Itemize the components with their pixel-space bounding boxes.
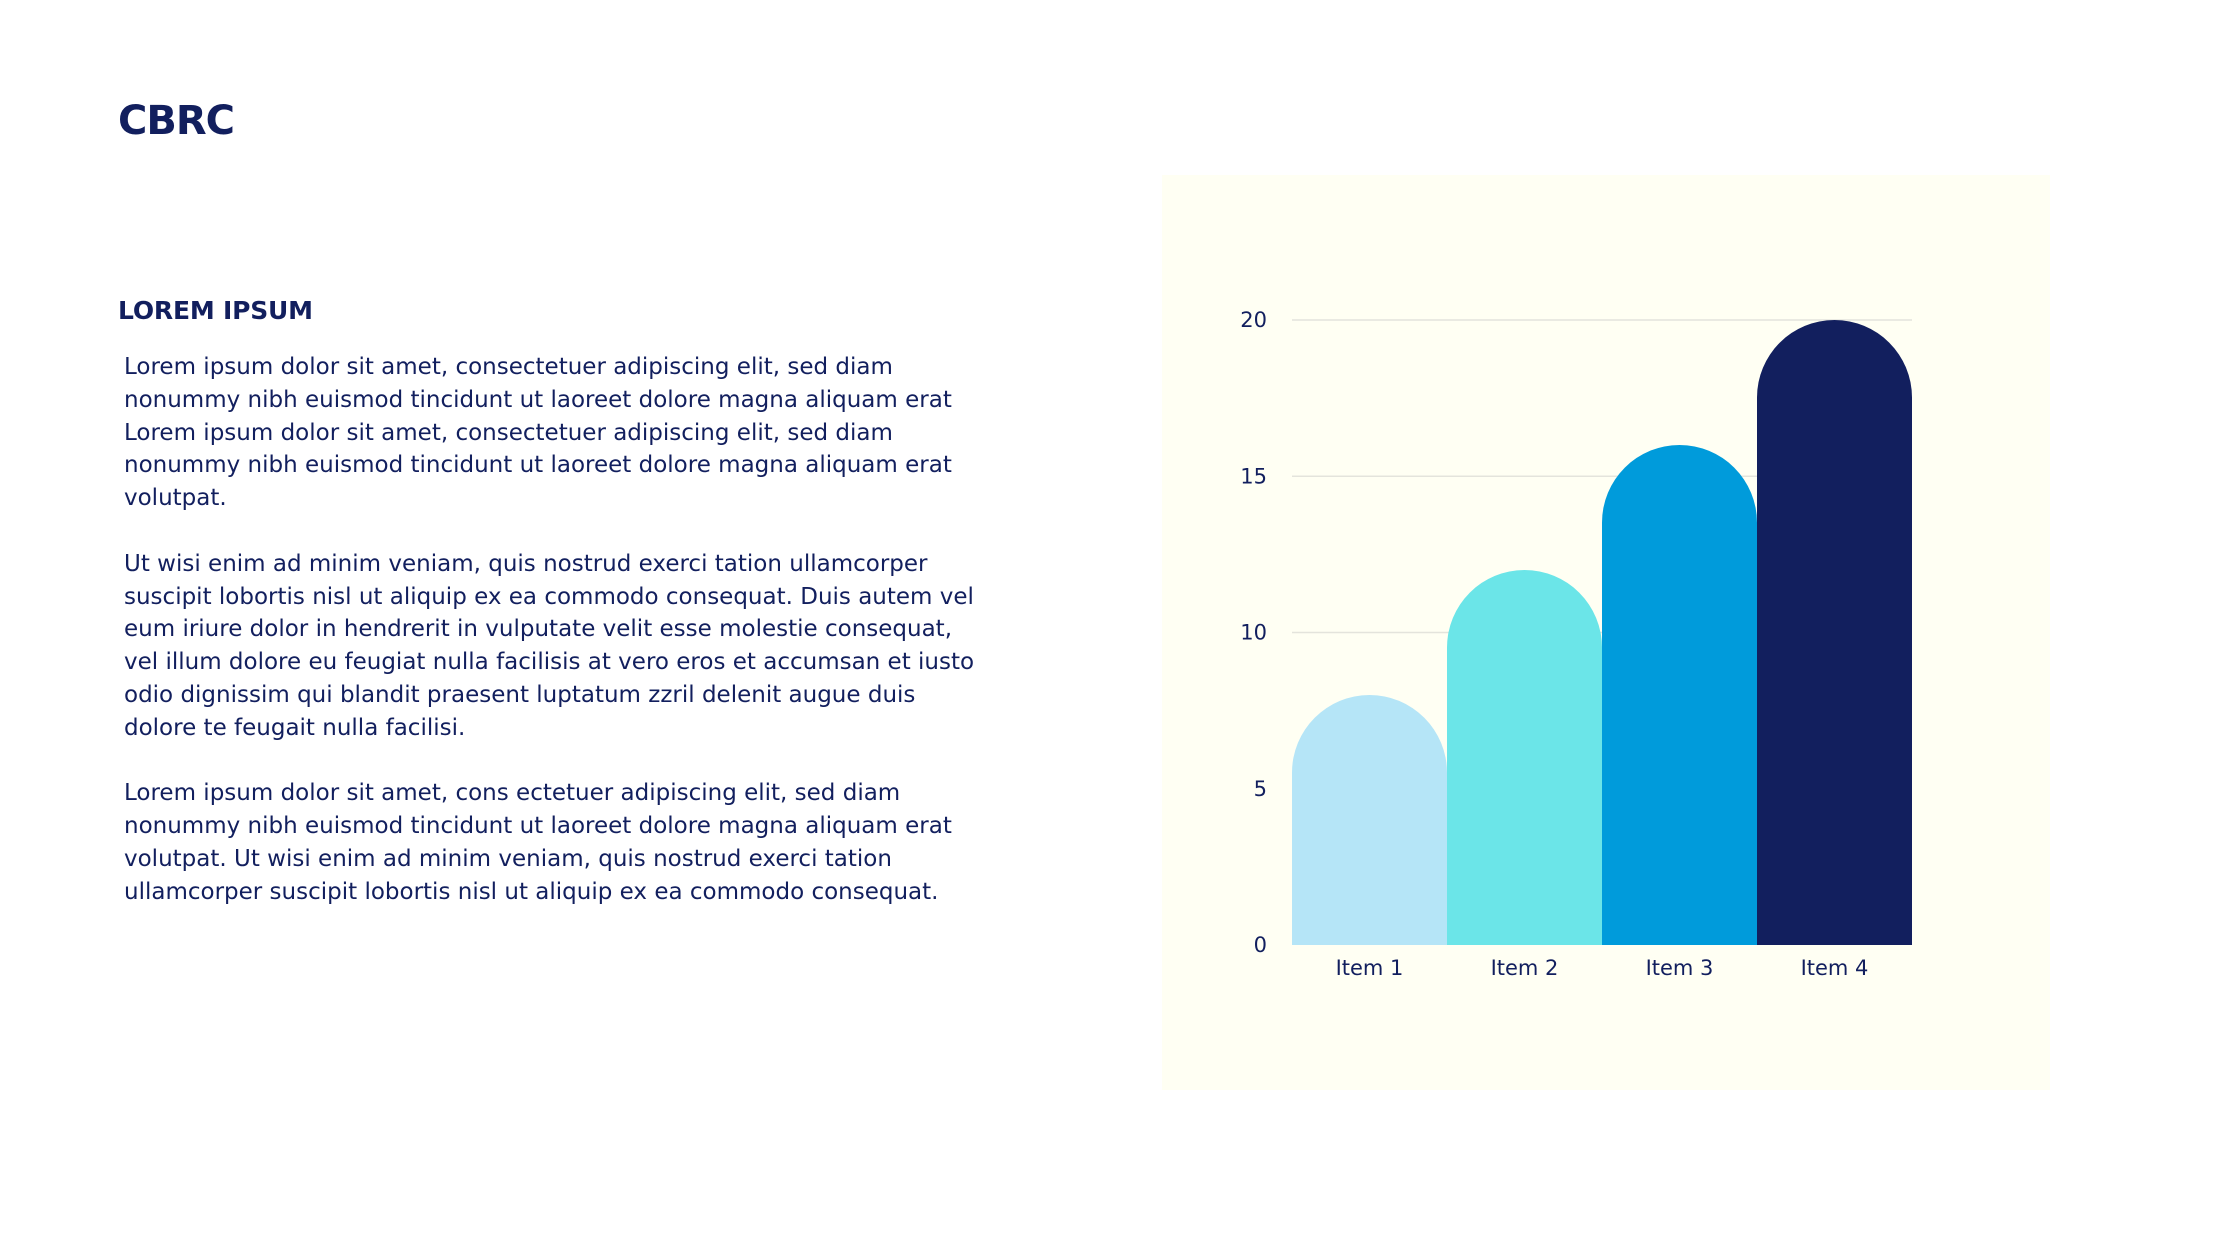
bar-1 bbox=[1292, 695, 1447, 945]
bar-3 bbox=[1602, 445, 1757, 945]
paragraph-3: Lorem ipsum dolor sit amet, cons ectetue… bbox=[124, 780, 952, 905]
chart-panel: 0 5 10 15 20 Item 1 Item 2 Item 3 Item 4 bbox=[1162, 175, 2050, 1090]
bars bbox=[1292, 320, 1912, 945]
paragraph-1: Lorem ipsum dolor sit amet, consectetuer… bbox=[124, 354, 952, 512]
brand-logo: CBRC bbox=[118, 98, 235, 144]
paragraph-2: Ut wisi enim ad minim veniam, quis nostr… bbox=[124, 550, 975, 741]
y-tick-label: 5 bbox=[1254, 777, 1267, 801]
x-axis-ticks: Item 1 Item 2 Item 3 Item 4 bbox=[1336, 956, 1869, 980]
x-tick-label: Item 3 bbox=[1646, 956, 1714, 980]
y-tick-label: 15 bbox=[1240, 464, 1267, 488]
y-tick-label: 20 bbox=[1240, 308, 1267, 332]
bar-4 bbox=[1757, 320, 1912, 945]
bar-2 bbox=[1447, 570, 1602, 945]
x-tick-label: Item 2 bbox=[1491, 956, 1559, 980]
x-tick-label: Item 4 bbox=[1801, 956, 1869, 980]
y-tick-label: 10 bbox=[1240, 621, 1267, 645]
y-axis-ticks: 0 5 10 15 20 bbox=[1240, 308, 1267, 957]
bar-chart: 0 5 10 15 20 Item 1 Item 2 Item 3 Item 4 bbox=[1240, 308, 1912, 980]
y-tick-label: 0 bbox=[1254, 933, 1267, 957]
section-heading: LOREM IPSUM bbox=[118, 296, 313, 325]
body-text: Lorem ipsum dolor sit amet, consectetuer… bbox=[124, 351, 1004, 941]
x-tick-label: Item 1 bbox=[1336, 956, 1404, 980]
